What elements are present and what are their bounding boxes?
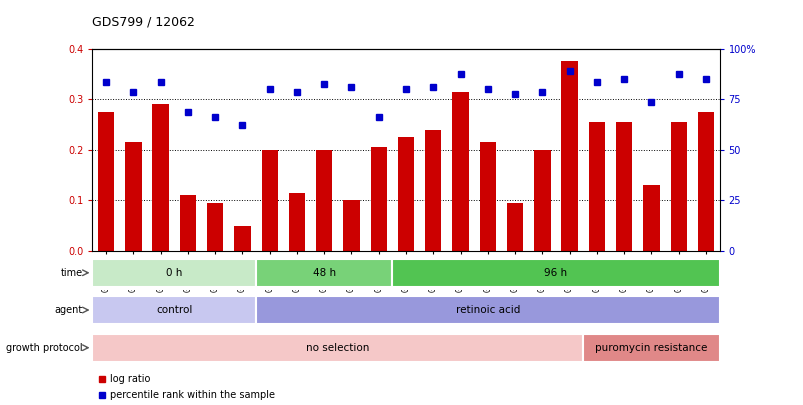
Bar xyxy=(255,296,719,324)
Bar xyxy=(506,203,523,251)
Bar xyxy=(697,112,713,251)
Text: control: control xyxy=(156,305,192,315)
Text: no selection: no selection xyxy=(306,343,369,353)
Text: 48 h: 48 h xyxy=(312,268,336,278)
Bar xyxy=(343,200,359,251)
Bar xyxy=(180,196,196,251)
Bar xyxy=(397,137,414,251)
Text: log ratio: log ratio xyxy=(110,374,150,384)
Text: 96 h: 96 h xyxy=(544,268,567,278)
Text: percentile rank within the sample: percentile rank within the sample xyxy=(110,390,275,400)
Bar xyxy=(392,259,719,287)
Bar xyxy=(615,122,631,251)
Text: 0 h: 0 h xyxy=(166,268,182,278)
Bar xyxy=(261,150,278,251)
Bar xyxy=(316,150,332,251)
Bar xyxy=(92,334,582,362)
Text: retinoic acid: retinoic acid xyxy=(455,305,520,315)
Text: growth protocol: growth protocol xyxy=(6,343,83,353)
Bar xyxy=(533,150,550,251)
Bar xyxy=(125,142,141,251)
Bar xyxy=(255,259,392,287)
Bar xyxy=(425,130,441,251)
Bar xyxy=(452,92,468,251)
Bar xyxy=(479,142,495,251)
Text: agent: agent xyxy=(54,305,83,315)
Bar xyxy=(92,259,255,287)
Bar xyxy=(560,61,577,251)
Bar xyxy=(234,226,251,251)
Bar xyxy=(670,122,686,251)
Bar xyxy=(98,112,114,251)
Bar xyxy=(588,122,605,251)
Text: time: time xyxy=(60,268,83,278)
Bar xyxy=(642,185,658,251)
Bar xyxy=(288,193,305,251)
Bar xyxy=(582,334,719,362)
Text: GDS799 / 12062: GDS799 / 12062 xyxy=(92,15,195,28)
Bar xyxy=(206,203,223,251)
Bar xyxy=(92,296,255,324)
Text: puromycin resistance: puromycin resistance xyxy=(594,343,707,353)
Bar xyxy=(153,104,169,251)
Bar xyxy=(370,147,386,251)
